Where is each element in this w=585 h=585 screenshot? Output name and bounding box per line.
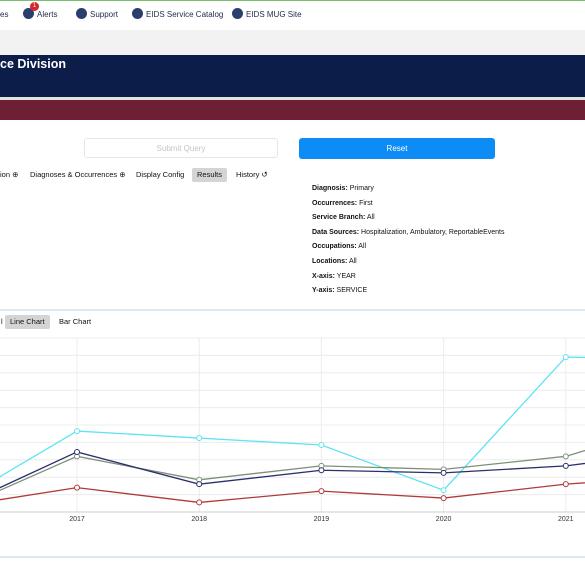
tab[interactable]: Display Config xyxy=(136,170,185,179)
catalog-icon xyxy=(132,8,143,19)
header-rule xyxy=(0,97,585,100)
x-tick-label: 2020 xyxy=(436,516,452,523)
nav-item[interactable]: EIDS MUG Site xyxy=(246,10,302,19)
maroon-band xyxy=(0,100,585,120)
tab-active[interactable]: Results xyxy=(192,168,228,182)
summary-label: Diagnosis: xyxy=(312,185,348,192)
submit-button[interactable]: Submit Query xyxy=(84,138,278,158)
point xyxy=(562,481,569,488)
point xyxy=(74,428,80,435)
point xyxy=(440,469,447,476)
chart-tab[interactable]: Bar Chart xyxy=(59,317,92,326)
tab-label: Diagnoses & Occurrences xyxy=(30,170,118,179)
top-border xyxy=(0,0,585,1)
point xyxy=(562,462,569,469)
x-tick-label: 2017 xyxy=(69,516,85,523)
summary-label: Y-axis: xyxy=(312,287,335,295)
x-tick-label: 2021 xyxy=(558,516,574,523)
summary-label: Service Branch: xyxy=(312,214,366,222)
point xyxy=(318,488,325,495)
point xyxy=(318,467,325,474)
summary-label: Locations: xyxy=(312,258,348,265)
summary-label: Occurrences: xyxy=(312,199,358,207)
nav-band xyxy=(0,30,585,55)
nav-item[interactable]: Support xyxy=(90,10,119,19)
x-tick-label: 2019 xyxy=(314,516,330,523)
alerts-icon xyxy=(23,8,34,19)
reset-button[interactable]: Reset xyxy=(299,138,495,159)
summary-label: X-axis: xyxy=(312,272,335,280)
point xyxy=(196,499,203,506)
point xyxy=(562,453,569,460)
summary-item: Occurrences: First xyxy=(312,200,373,207)
summary-value: All xyxy=(366,214,375,222)
summary-value: SERVICE xyxy=(336,287,368,295)
summary-value: All xyxy=(358,243,367,251)
chart-tab[interactable]: l xyxy=(1,317,3,326)
summary-value: All xyxy=(348,258,357,265)
series-line xyxy=(0,482,585,504)
summary-value: YEAR xyxy=(336,272,356,280)
chart-panel xyxy=(0,309,585,558)
mug-icon xyxy=(232,8,243,19)
nav-item[interactable]: EIDS Service Catalog xyxy=(146,10,224,19)
summary-value: First xyxy=(359,199,373,207)
point xyxy=(74,448,80,455)
summary-item: Diagnosis: Primary xyxy=(312,185,374,192)
support-icon xyxy=(76,8,87,19)
point xyxy=(74,484,80,491)
nav-item[interactable]: es xyxy=(0,10,9,19)
alert-badge: 1 xyxy=(30,2,39,11)
series-line xyxy=(0,449,585,492)
series-line xyxy=(0,356,585,492)
tab-label: ion xyxy=(0,170,11,179)
summary-item: Data Sources: Hospitalization, Ambulator… xyxy=(312,229,504,236)
summary-item: X-axis: YEAR xyxy=(312,273,356,280)
summary-item: Service Branch: All xyxy=(312,214,375,221)
point xyxy=(196,481,203,488)
summary-label: Data Sources: xyxy=(312,228,360,236)
x-tick-label: 2018 xyxy=(191,516,207,523)
summary-item: Occupations: All xyxy=(312,243,366,250)
summary-value: Hospitalization, Ambulatory, ReportableE… xyxy=(361,228,505,236)
point xyxy=(318,442,325,449)
header-band xyxy=(0,55,585,97)
point xyxy=(440,495,447,502)
nav-item[interactable]: Alerts xyxy=(37,10,58,19)
summary-value: Primary xyxy=(349,185,374,192)
summary-label: Occupations: xyxy=(312,243,357,251)
summary-item: Locations: All xyxy=(312,258,357,265)
tab[interactable]: ion ⊕ xyxy=(0,170,19,179)
header-title: ce Division xyxy=(0,57,66,71)
point xyxy=(196,435,203,442)
chart: 2017 2018 2019 2020 2021 xyxy=(0,337,585,523)
point xyxy=(562,354,569,361)
tab[interactable]: History ↺ xyxy=(236,170,268,179)
chart-tab-active[interactable]: Line Chart xyxy=(5,315,50,329)
point xyxy=(440,487,447,494)
summary-item: Y-axis: SERVICE xyxy=(312,287,367,294)
tab-label: History xyxy=(236,170,260,179)
tab[interactable]: Diagnoses & Occurrences ⊕ xyxy=(30,170,126,179)
